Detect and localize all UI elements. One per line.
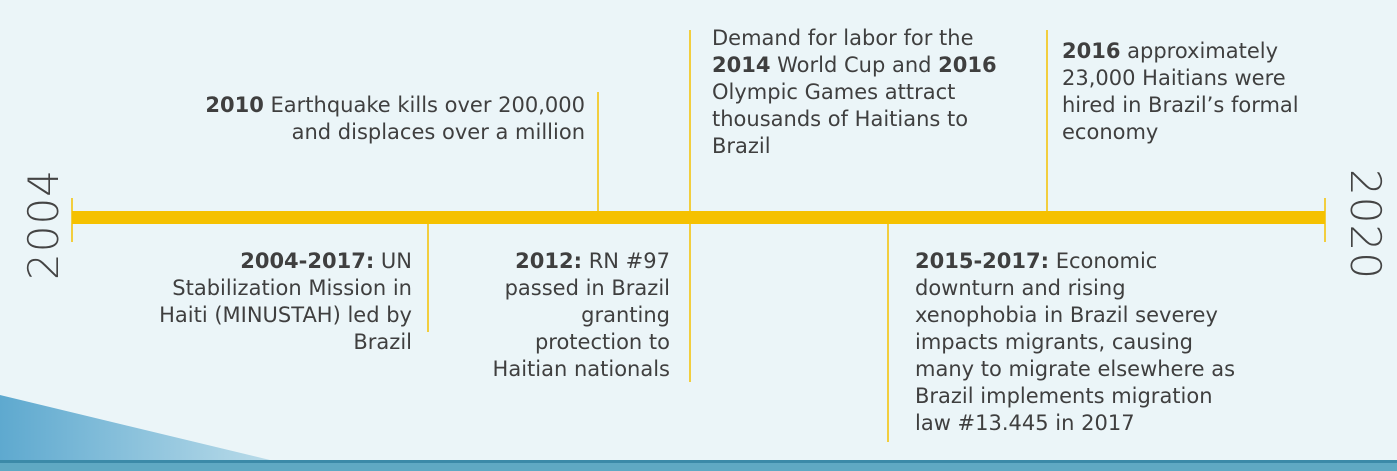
event-description: approximately 23,000 Haitians were hired… — [1062, 39, 1299, 144]
event-text: Demand for labor for the 2014 World Cup … — [712, 25, 997, 160]
timeline-bar — [72, 211, 1325, 224]
event-description: RN #97 passed in Brazil granting protect… — [492, 249, 670, 381]
event-text: 2004-2017: UN Stabilization Mission in H… — [118, 248, 412, 356]
event-date: 2010 — [205, 93, 264, 117]
event-text: 2012: RN #97 passed in Brazil granting p… — [488, 248, 670, 383]
event-description: UN Stabilization Mission in Haiti (MINUS… — [159, 249, 412, 354]
event-description: Earthquake kills over 200,000 and displa… — [263, 93, 585, 144]
event-date: 2014 — [712, 53, 771, 77]
connectors — [71, 30, 1326, 442]
event-text: 2016 approximately 23,000 Haitians were … — [1062, 38, 1327, 146]
event-date: 2004-2017: — [240, 249, 375, 273]
event-date: 2016 — [938, 53, 997, 77]
event-description: World Cup and — [770, 53, 939, 77]
bottom-band — [0, 460, 1397, 471]
end-year: 2020 — [1340, 169, 1390, 280]
start-year: 2004 — [18, 169, 68, 280]
event-date: 2016 — [1062, 39, 1121, 63]
event-date: 2015-2017: — [915, 249, 1050, 273]
corner-wedge — [0, 395, 270, 460]
event-description: Economic downturn and rising xenophobia … — [915, 249, 1236, 435]
event-date: 2012: — [515, 249, 583, 273]
event-description: Olympic Games attract thousands of Haiti… — [712, 80, 969, 158]
event-text: 2015-2017: Economic downturn and rising … — [915, 248, 1240, 437]
event-description: Demand for labor for the — [712, 26, 974, 50]
event-text: 2010 Earthquake kills over 200,000 and d… — [190, 92, 585, 146]
bottom-line — [0, 460, 1397, 463]
